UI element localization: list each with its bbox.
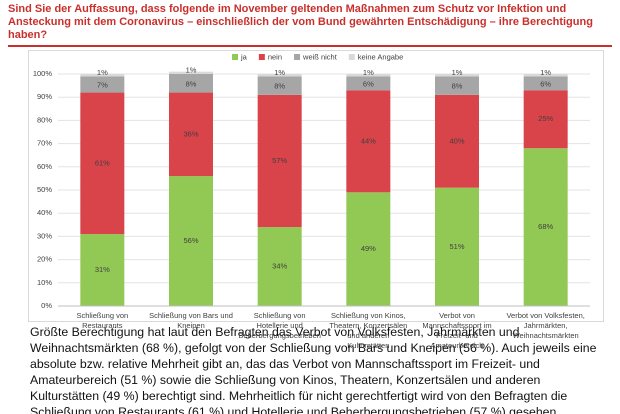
bar-segment [80,92,125,235]
value-label: 51% [449,242,464,251]
value-label: 61% [95,158,110,167]
legend-label: nein [268,52,282,61]
bar-segment [435,74,479,77]
x-tick-label: Verbot von Mannschaftssport im Freizeit-… [422,311,492,350]
value-label: 6% [363,79,374,88]
legend-label: weiß nicht [302,52,338,61]
y-tick-label: 60% [37,162,52,171]
value-label: 44% [361,136,376,145]
value-label: 34% [272,262,287,271]
value-label: 1% [363,68,374,77]
bar-segment [169,71,213,74]
value-label: 36% [183,129,198,138]
body-text: Größte Berechtigung hat laut den Befragt… [30,325,597,414]
value-label: 8% [186,79,197,88]
value-label: 40% [449,136,464,145]
bar-segment [346,90,391,193]
bar-segment [257,94,302,228]
bar-segment [80,234,125,306]
bar-segment [435,94,479,188]
value-label: 1% [452,68,463,77]
value-label: 31% [95,265,110,274]
bar-segment [523,76,568,91]
bar-segment [346,74,391,77]
value-label: 25% [538,114,553,123]
value-label: 6% [540,79,551,88]
legend-label: keine Angabe [358,52,403,61]
bar-segment [169,92,213,177]
legend-label: ja [240,52,248,61]
chart-title: Sind Sie der Auffassung, dass folgende i… [8,3,593,41]
legend-swatch [348,54,355,60]
value-label: 1% [274,68,285,77]
chart-frame [28,50,604,322]
x-tick-label: Verbot von Volksfesten, Jahrmärkten, Wei… [506,311,585,340]
y-tick-label: 90% [37,92,52,101]
bar-segment [346,192,391,306]
legend-swatch [294,54,301,60]
bar-segment [257,227,302,306]
y-tick-label: 70% [37,139,52,148]
bar-segment [346,76,391,91]
value-label: 56% [183,236,198,245]
value-label: 57% [272,156,287,165]
bar-segment [257,74,302,77]
x-tick-label: Schließung von Hotellerie und Beherbergu… [238,311,321,340]
bar-segment [169,74,213,93]
bar-segment [257,76,302,95]
x-tick-label: Schließung von Kinos, Theatern, Konzerts… [329,311,408,350]
y-tick-label: 0% [41,301,52,310]
bar-segment [169,176,213,306]
legend-swatch [258,54,265,60]
y-tick-label: 20% [37,255,52,264]
y-tick-label: 10% [37,278,52,287]
value-label: 8% [274,82,285,91]
bar-segment [523,148,568,306]
x-tick-label: Schließung von Restaurants [76,311,129,330]
bar-segment [435,187,479,306]
bar-segment [523,90,568,149]
value-label: 1% [97,68,108,77]
bar-segment [523,74,568,77]
title-rule [8,45,612,47]
bar-segment [80,76,125,93]
y-tick-label: 40% [37,208,52,217]
value-label: 68% [538,222,553,231]
y-tick-label: 30% [37,231,52,240]
legend-swatch [232,54,238,60]
bar-segment [80,74,125,77]
y-tick-label: 100% [33,69,53,78]
y-tick-label: 50% [37,185,52,194]
y-tick-label: 80% [37,115,52,124]
value-label: 1% [186,66,197,75]
bar-segment [435,76,479,95]
value-label: 7% [97,80,108,89]
value-label: 8% [452,82,463,91]
value-label: 49% [361,244,376,253]
x-tick-label: Schließung von Bars und Kneipen [149,311,233,330]
value-label: 1% [540,68,551,77]
